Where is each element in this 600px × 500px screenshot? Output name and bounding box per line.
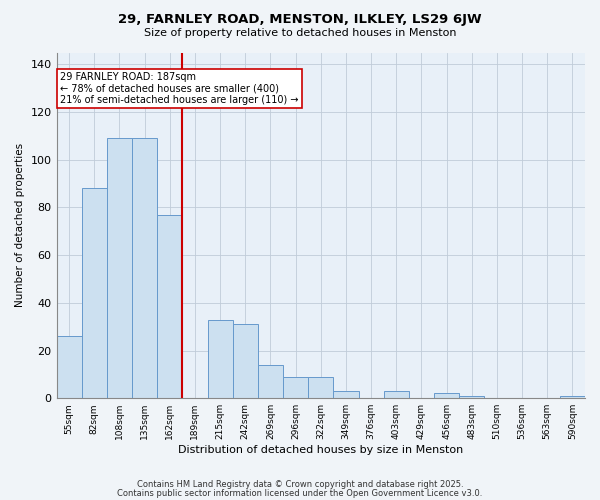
Bar (560, 396, 585, 398)
Text: 29 FARNLEY ROAD: 187sqm
← 78% of detached houses are smaller (400)
21% of semi-d: 29 FARNLEY ROAD: 187sqm ← 78% of detache… (61, 72, 299, 105)
Bar (157, 214, 182, 398)
Bar (459, 396, 484, 398)
Bar (82, 188, 107, 398)
Bar (283, 377, 308, 398)
Text: Size of property relative to detached houses in Menston: Size of property relative to detached ho… (144, 28, 456, 38)
Text: Contains HM Land Registry data © Crown copyright and database right 2025.: Contains HM Land Registry data © Crown c… (137, 480, 463, 489)
Bar (258, 365, 283, 398)
Bar (132, 138, 157, 398)
Bar (434, 394, 459, 398)
Y-axis label: Number of detached properties: Number of detached properties (15, 144, 25, 308)
Bar (308, 377, 334, 398)
Bar (383, 391, 409, 398)
Bar (56, 336, 82, 398)
Bar (233, 324, 258, 398)
X-axis label: Distribution of detached houses by size in Menston: Distribution of detached houses by size … (178, 445, 463, 455)
Bar (208, 320, 233, 398)
Bar (107, 138, 132, 398)
Text: Contains public sector information licensed under the Open Government Licence v3: Contains public sector information licen… (118, 488, 482, 498)
Text: 29, FARNLEY ROAD, MENSTON, ILKLEY, LS29 6JW: 29, FARNLEY ROAD, MENSTON, ILKLEY, LS29 … (118, 12, 482, 26)
Bar (334, 391, 359, 398)
